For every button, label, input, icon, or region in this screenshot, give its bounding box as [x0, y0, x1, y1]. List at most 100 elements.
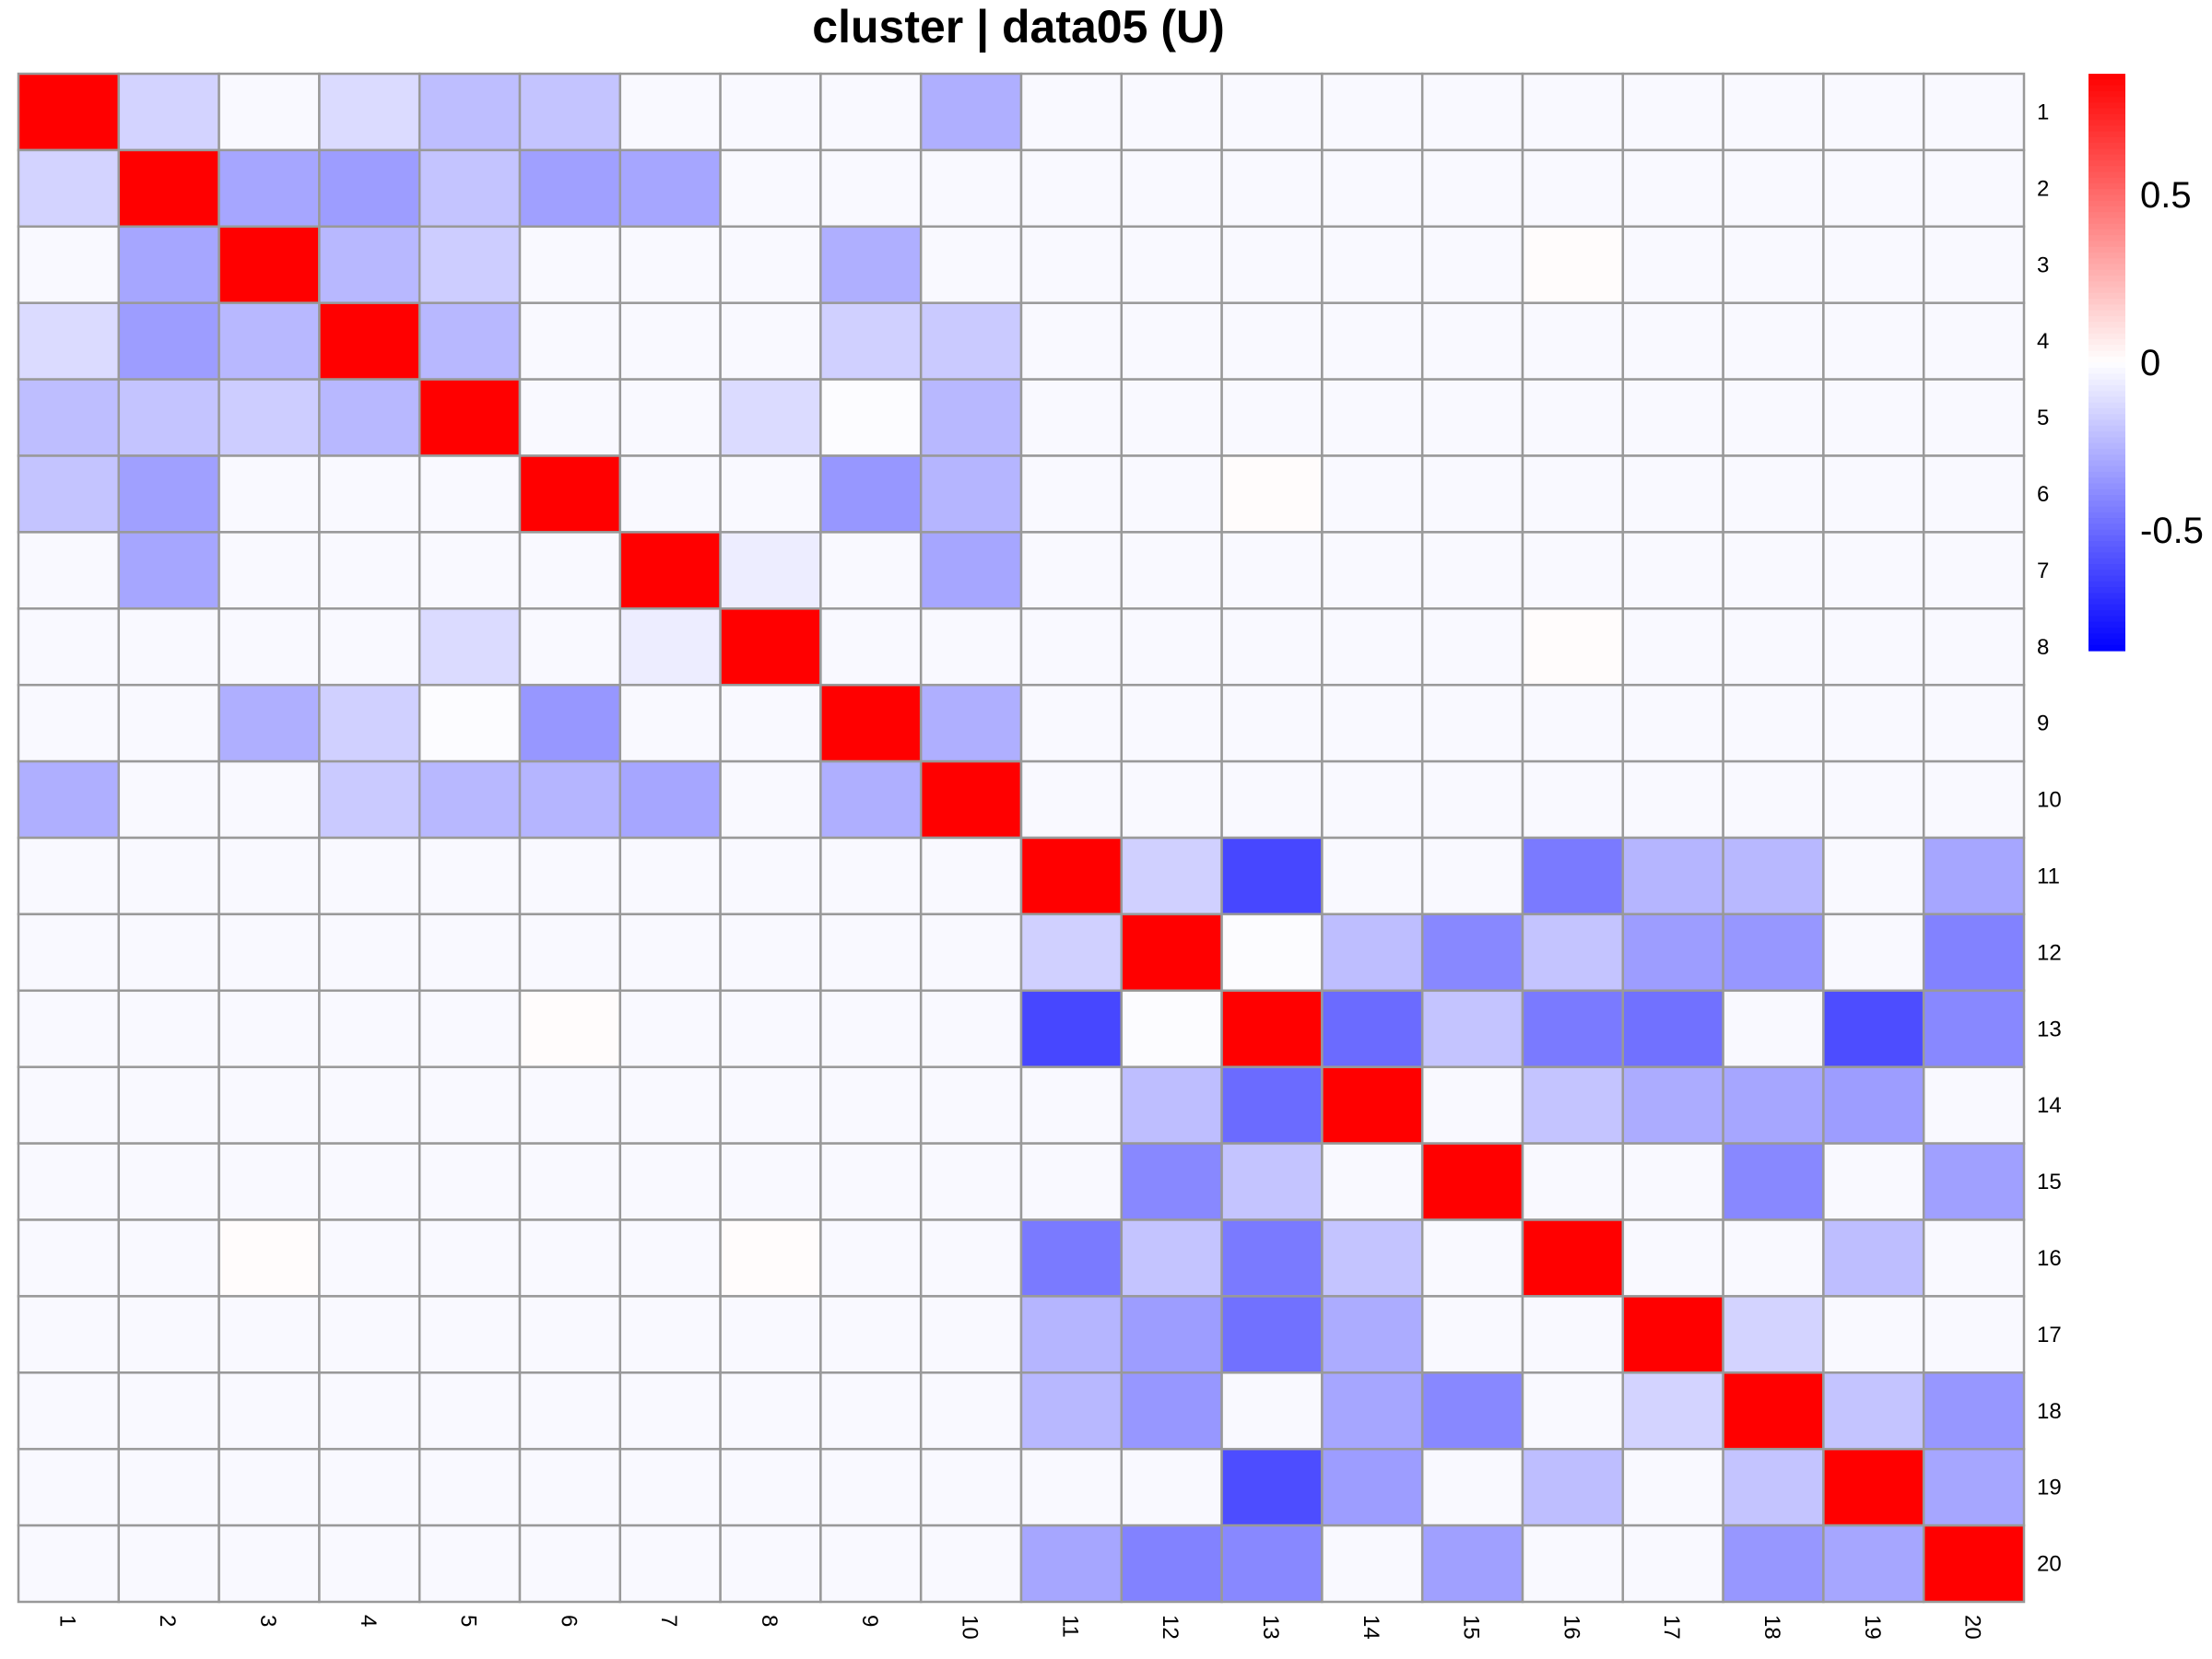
row-label: 4	[2037, 329, 2049, 354]
heatmap-cell	[1922, 683, 2026, 763]
heatmap-cell	[218, 1371, 321, 1451]
heatmap-cell	[218, 531, 321, 610]
heatmap-cell	[418, 1371, 522, 1451]
heatmap-cell	[418, 1447, 522, 1527]
heatmap-cell	[1722, 1218, 1825, 1298]
heatmap-cell	[819, 912, 923, 993]
heatmap-cell	[117, 1447, 220, 1527]
heatmap-cell	[1321, 683, 1424, 763]
heatmap-cell	[1420, 912, 1524, 993]
heatmap-cell	[318, 148, 421, 229]
heatmap-cell	[1321, 912, 1424, 993]
heatmap-cell	[117, 378, 220, 457]
heatmap-cell	[218, 1447, 321, 1527]
heatmap-cell	[919, 1218, 1023, 1298]
legend-color-step	[2088, 241, 2125, 248]
heatmap-cell	[318, 225, 421, 304]
heatmap-cell	[1621, 1065, 1724, 1145]
heatmap-cell	[418, 1295, 522, 1374]
legend-color-step	[2088, 258, 2125, 265]
heatmap-cell	[1922, 607, 2026, 687]
heatmap-cell	[1420, 378, 1524, 457]
heatmap-cell	[1120, 836, 1223, 916]
heatmap-cell	[418, 1524, 522, 1604]
heatmap-cell	[1922, 378, 2026, 457]
heatmap-cell	[1521, 1218, 1625, 1298]
heatmap-cell	[1521, 683, 1625, 763]
heatmap-cell	[218, 912, 321, 993]
column-label: 8	[757, 1615, 782, 1627]
heatmap-cell	[719, 301, 822, 381]
heatmap-cell	[618, 683, 722, 763]
heatmap-cell	[819, 1447, 923, 1527]
legend-color-step	[2088, 437, 2125, 444]
heatmap-cell	[1321, 836, 1424, 916]
heatmap-cell	[1822, 683, 1925, 763]
column-label: 17	[1659, 1615, 1684, 1640]
heatmap-cell	[17, 378, 121, 457]
heatmap-cell	[1420, 531, 1524, 610]
heatmap-cell	[1321, 1142, 1424, 1221]
heatmap-cell	[719, 1065, 822, 1145]
heatmap-cell	[418, 531, 522, 610]
heatmap-cell	[1220, 1447, 1324, 1527]
heatmap-cell	[819, 148, 923, 229]
legend-color-step	[2088, 113, 2125, 121]
heatmap-cell	[1220, 378, 1324, 457]
heatmap-cell	[518, 148, 622, 229]
heatmap-cell	[1822, 531, 1925, 610]
heatmap-cell	[819, 607, 923, 687]
heatmap-cell	[1621, 759, 1724, 840]
heatmap-cell	[1722, 1524, 1825, 1604]
heatmap-cell	[17, 148, 121, 229]
column-label: 12	[1158, 1615, 1182, 1640]
heatmap-cell	[218, 454, 321, 534]
legend-color-step	[2088, 627, 2125, 634]
heatmap-cell	[1822, 1524, 1925, 1604]
heatmap-cell	[1019, 607, 1124, 687]
heatmap-cell	[518, 225, 622, 304]
heatmap-cell	[1621, 72, 1724, 152]
legend-color-step	[2088, 269, 2125, 276]
heatmap-cell	[518, 683, 622, 763]
legend-color-step	[2088, 102, 2125, 110]
heatmap-cell	[1722, 912, 1825, 993]
legend-color-step	[2088, 448, 2125, 455]
legend-color-step	[2088, 74, 2125, 80]
heatmap-cell	[1120, 989, 1223, 1068]
heatmap-cell	[1420, 1065, 1524, 1145]
heatmap-cell	[117, 531, 220, 610]
heatmap-cell	[1521, 1447, 1625, 1527]
heatmap-cell	[1521, 607, 1625, 687]
legend-color-step	[2088, 414, 2125, 421]
heatmap-cell	[1621, 454, 1724, 534]
heatmap-cell	[1621, 683, 1724, 763]
heatmap-cell	[618, 301, 722, 381]
heatmap-cell	[618, 531, 722, 610]
heatmap-cell	[218, 607, 321, 687]
heatmap-cell	[318, 1524, 421, 1604]
heatmap-cell	[719, 683, 822, 763]
heatmap-cell	[518, 72, 622, 152]
heatmap-cell	[17, 836, 121, 916]
legend-color-step	[2088, 120, 2125, 126]
column-label: 3	[255, 1615, 280, 1627]
heatmap-cell	[1922, 1447, 2026, 1527]
heatmap-cell	[1220, 989, 1324, 1068]
legend-color-step	[2088, 587, 2125, 594]
heatmap-cell	[618, 1218, 722, 1298]
heatmap-cell	[1722, 1142, 1825, 1221]
heatmap-cell	[819, 72, 923, 152]
heatmap-cell	[1220, 301, 1324, 381]
legend-color-step	[2088, 633, 2125, 641]
heatmap-cell	[418, 1142, 522, 1221]
heatmap-cell	[919, 1524, 1023, 1604]
heatmap-cell	[1621, 1447, 1724, 1527]
heatmap-cell	[1822, 72, 1925, 152]
heatmap-cell	[719, 454, 822, 534]
heatmap-cell	[518, 1218, 622, 1298]
heatmap-cell	[1521, 72, 1625, 152]
heatmap-cell	[117, 836, 220, 916]
heatmap-cell	[1321, 378, 1424, 457]
heatmap-cell	[1822, 1065, 1925, 1145]
